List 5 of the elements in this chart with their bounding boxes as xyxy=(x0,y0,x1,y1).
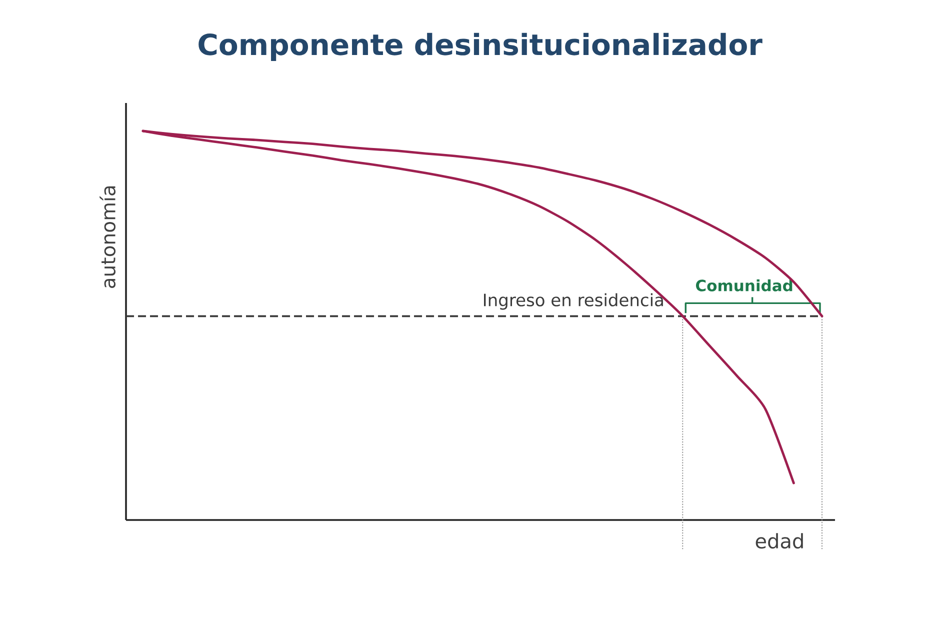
x-axis-title: edad xyxy=(756,533,803,549)
ref-line-label: Ingreso en residencia xyxy=(484,293,663,310)
annotation: Comunidad xyxy=(696,279,792,292)
chart-title: Componente desinsitucionalizador xyxy=(198,32,762,61)
y-axis-title: autonomía xyxy=(100,186,116,288)
